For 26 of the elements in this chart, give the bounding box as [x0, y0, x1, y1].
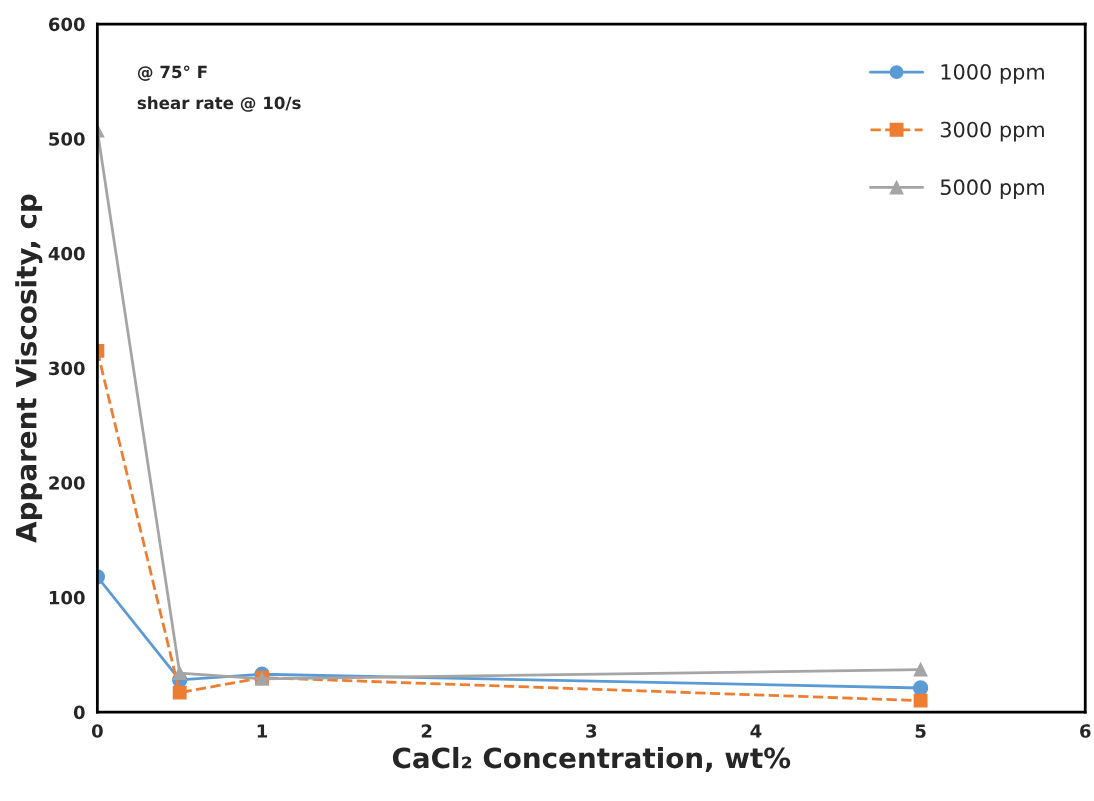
y-tick-label: 0	[73, 705, 85, 720]
x-tick-label: 2	[421, 724, 432, 738]
x-tick-label: 4	[750, 724, 762, 738]
x-tick-label: 6	[1080, 724, 1091, 738]
point	[913, 693, 928, 708]
point	[912, 680, 929, 696]
y-tick-label: 600	[48, 17, 85, 32]
y-tick-label: 100	[49, 590, 85, 605]
x-axis-title: CaCl₂ Concentration, wt%	[392, 746, 791, 772]
annotation: @ 75° F	[137, 65, 207, 81]
x-tick-label: 3	[586, 724, 597, 738]
y-tick-label: 500	[49, 132, 85, 146]
y-tick-label: 200	[49, 476, 85, 490]
y-tick-label: 300	[49, 361, 85, 376]
legend-label: 1000 ppm	[941, 63, 1044, 84]
point	[913, 662, 928, 677]
x-tick-label: 1	[257, 724, 268, 738]
legend-label: 3000 ppm	[940, 121, 1044, 142]
x-tick-label: 0	[91, 724, 103, 738]
legend-label: 5000 ppm	[940, 179, 1044, 200]
annotation: shear rate @ 10/s	[137, 96, 301, 112]
y-tick-label: 400	[48, 246, 85, 261]
point	[172, 666, 187, 681]
point	[172, 685, 187, 700]
y-axis-title: Apparent Viscosity, cp	[15, 194, 43, 543]
x-tick-label: 5	[915, 724, 926, 738]
